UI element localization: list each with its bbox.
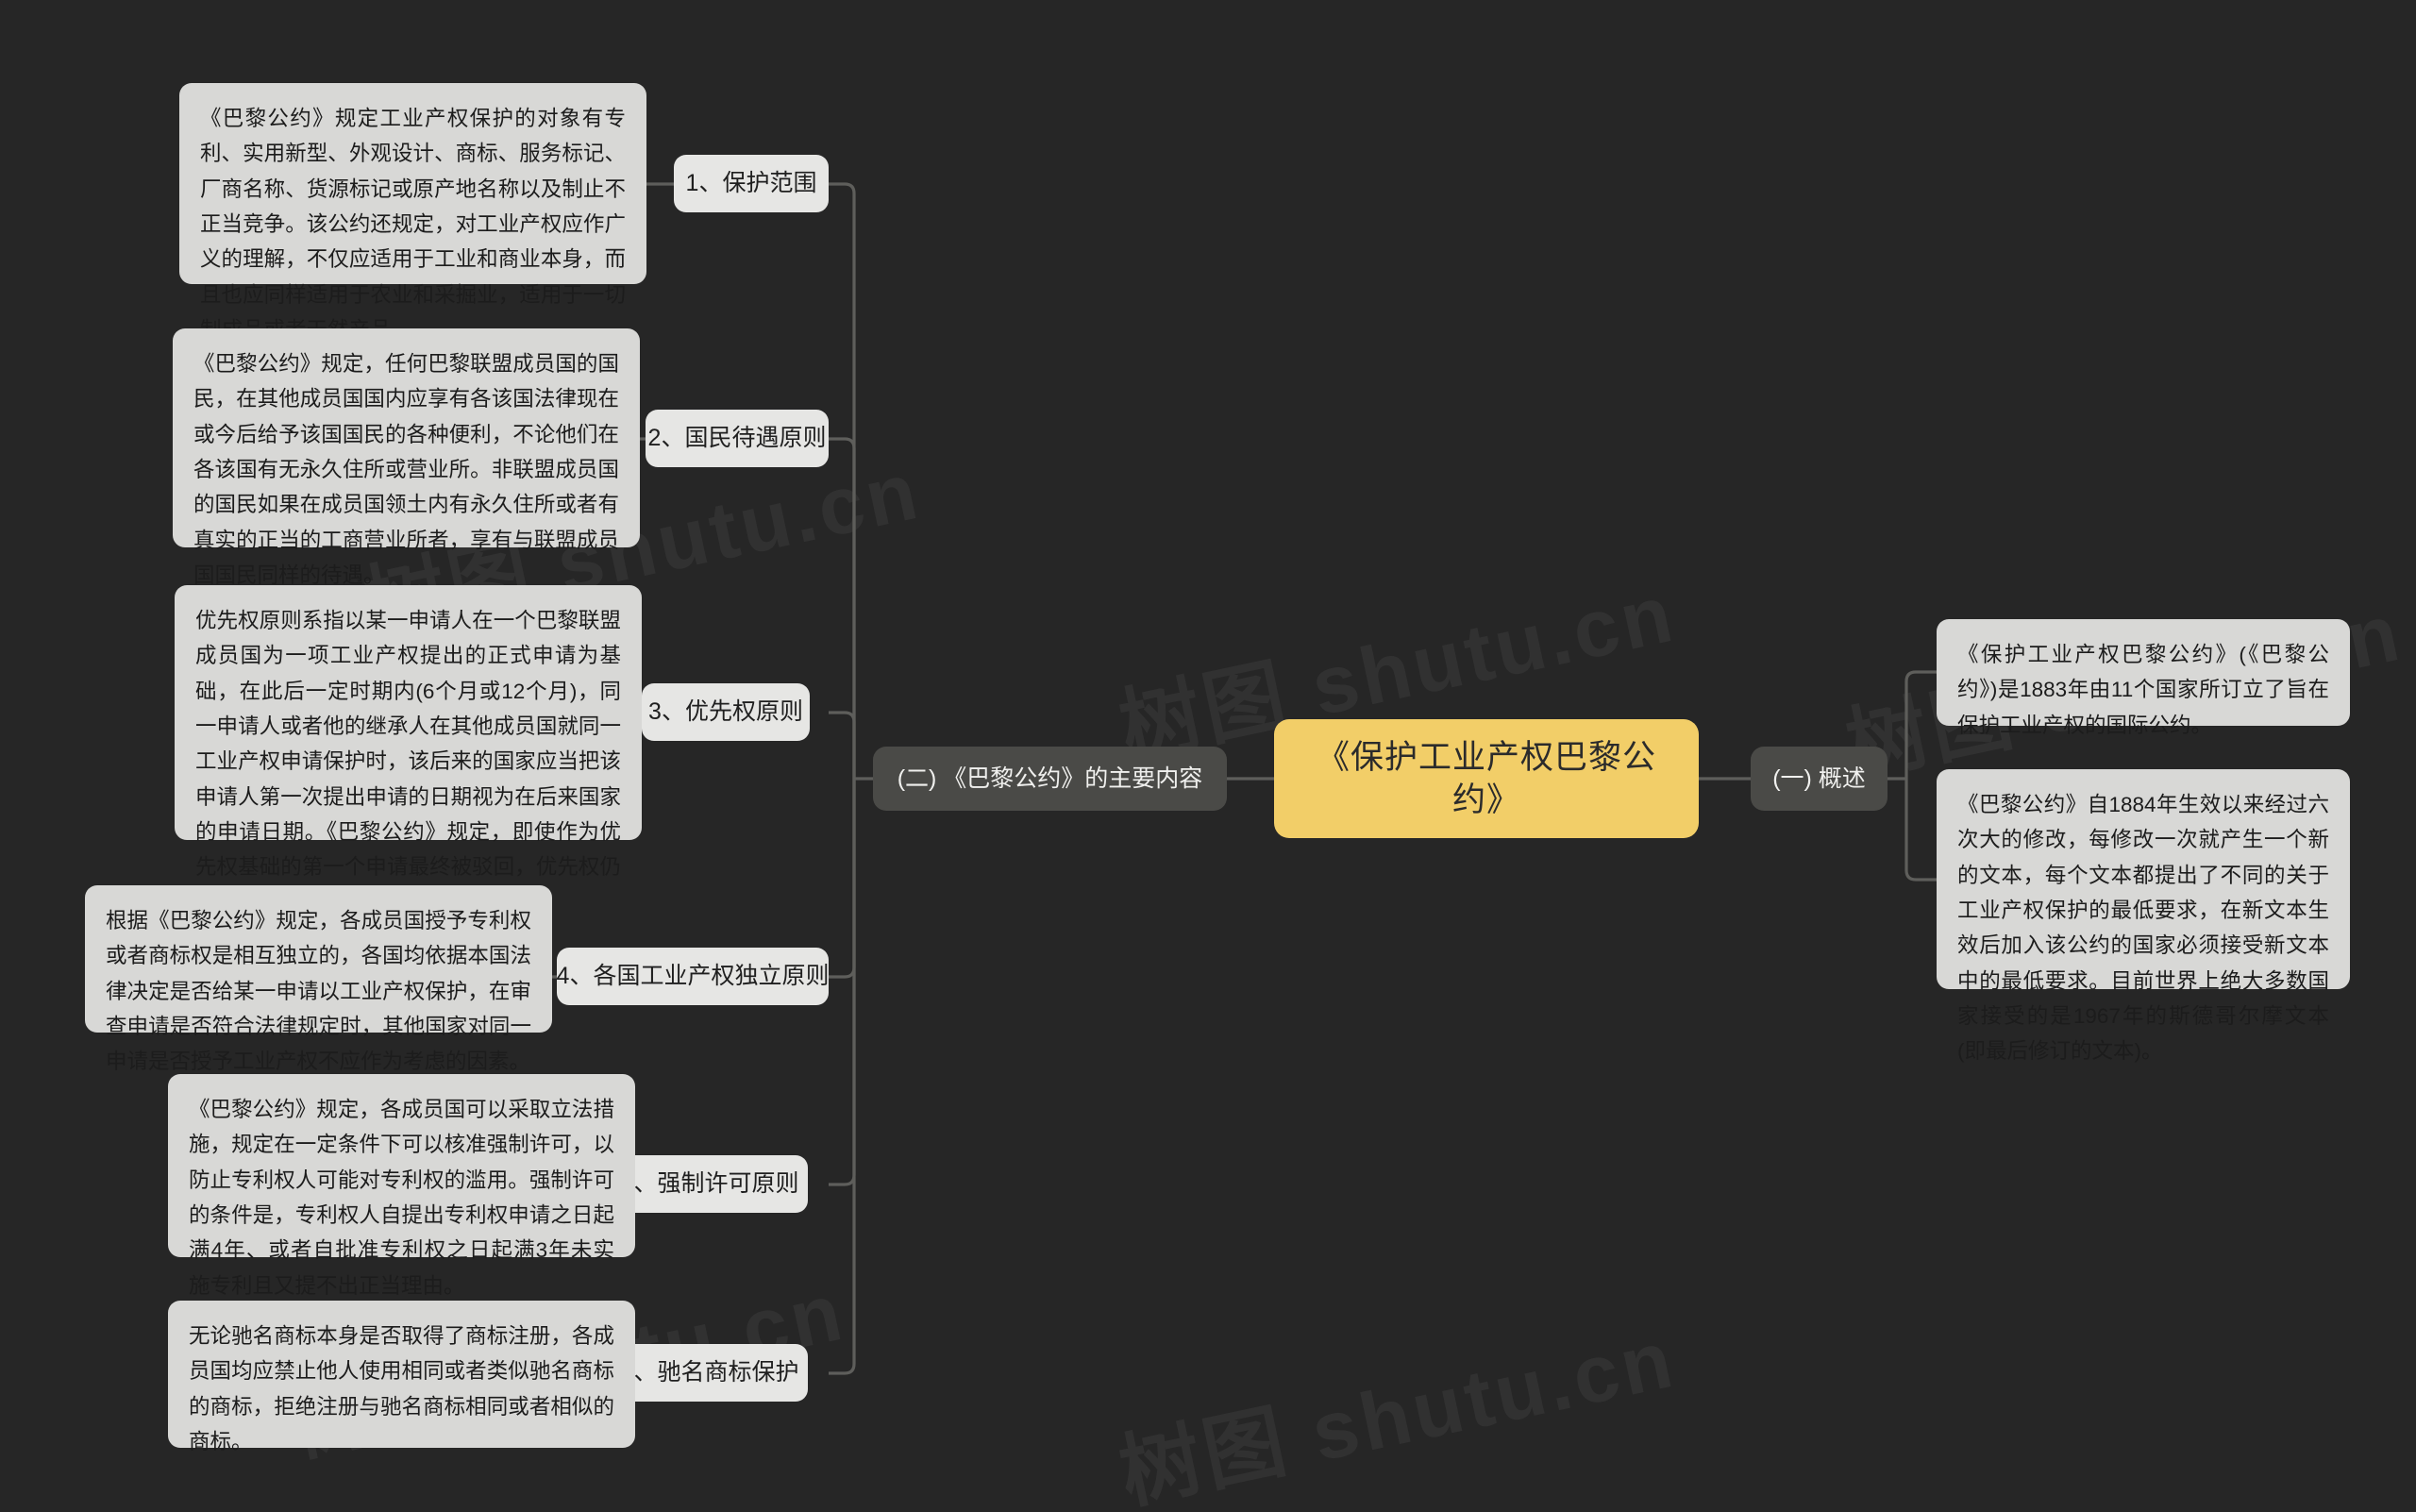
leaf-topic-2-text: 《巴黎公约》规定，任何巴黎联盟成员国的国民，在其他成员国国内应享有各该国法律现在… [193, 352, 619, 588]
topic-node-3-priority-label: 3、优先权原则 [648, 698, 803, 726]
leaf-topic-1[interactable]: 《巴黎公约》规定工业产权保护的对象有专利、实用新型、外观设计、商标、服务标记、厂… [179, 83, 646, 342]
leaf-topic-6-text: 无论驰名商标本身是否取得了商标注册，各成员国均应禁止他人使用相同或者类似驰名商标… [189, 1324, 614, 1454]
branch-node-main-content[interactable]: (二) 《巴黎公约》的主要内容 [873, 747, 1227, 811]
leaf-topic-3-text: 优先权原则系指以某一申请人在一个巴黎联盟成员国为一项工业产权提出的正式申请为基础… [195, 609, 621, 915]
topic-node-5-compulsory-license-label: 5、强制许可原则 [620, 1170, 799, 1198]
topic-node-4-independence[interactable]: 4、各国工业产权独立原则 [557, 948, 829, 1005]
topic-node-2-national-treatment-label: 2、国民待遇原则 [647, 425, 827, 452]
leaf-topic-1-text: 《巴黎公约》规定工业产权保护的对象有专利、实用新型、外观设计、商标、服务标记、厂… [200, 107, 626, 342]
leaf-topic-5-text: 《巴黎公约》规定，各成员国可以采取立法措施，规定在一定条件下可以核准强制许可，以… [189, 1098, 614, 1298]
leaf-topic-4[interactable]: 根据《巴黎公约》规定，各成员国授予专利权或者商标权是相互独立的，各国均依据本国法… [85, 885, 552, 1073]
topic-node-1-scope[interactable]: 1、保护范围 [674, 155, 829, 212]
leaf-topic-3[interactable]: 优先权原则系指以某一申请人在一个巴黎联盟成员国为一项工业产权提出的正式申请为基础… [175, 585, 642, 915]
leaf-topic-5[interactable]: 《巴黎公约》规定，各成员国可以采取立法措施，规定在一定条件下可以核准强制许可，以… [168, 1074, 635, 1298]
leaf-topic-4-text: 根据《巴黎公约》规定，各成员国授予专利权或者商标权是相互独立的，各国均依据本国法… [106, 909, 531, 1074]
branch-node-overview[interactable]: (一) 概述 [1751, 747, 1888, 811]
leaf-topic-6[interactable]: 无论驰名商标本身是否取得了商标注册，各成员国均应禁止他人使用相同或者类似驰名商标… [168, 1301, 635, 1453]
leaf-overview-2-text: 《巴黎公约》自1884年生效以来经过六次大的修改，每修改一次就产生一个新的文本，… [1957, 793, 2329, 1064]
root-node[interactable]: 《保护工业产权巴黎公约》 [1274, 719, 1699, 838]
topic-node-3-priority[interactable]: 3、优先权原则 [642, 683, 810, 741]
topic-node-2-national-treatment[interactable]: 2、国民待遇原则 [646, 410, 829, 467]
topic-node-6-wellknown-trademark[interactable]: 6、驰名商标保护 [612, 1344, 808, 1402]
topic-node-6-wellknown-trademark-label: 6、驰名商标保护 [620, 1359, 799, 1386]
leaf-overview-2[interactable]: 《巴黎公约》自1884年生效以来经过六次大的修改，每修改一次就产生一个新的文本，… [1937, 769, 2350, 1063]
leaf-overview-1-text: 《保护工业产权巴黎公约》(《巴黎公约》)是1883年由11个国家所订立了旨在保护… [1957, 643, 2329, 737]
branch-node-overview-label: (一) 概述 [1772, 764, 1866, 792]
leaf-overview-1[interactable]: 《保护工业产权巴黎公约》(《巴黎公约》)是1883年由11个国家所订立了旨在保护… [1937, 619, 2350, 737]
topic-node-5-compulsory-license[interactable]: 5、强制许可原则 [612, 1155, 808, 1213]
topic-node-1-scope-label: 1、保护范围 [685, 170, 817, 197]
branch-node-main-content-label: (二) 《巴黎公约》的主要内容 [897, 764, 1203, 792]
topic-node-4-independence-label: 4、各国工业产权独立原则 [556, 963, 830, 990]
leaf-topic-2[interactable]: 《巴黎公约》规定，任何巴黎联盟成员国的国民，在其他成员国国内应享有各该国法律现在… [173, 328, 640, 587]
watermark: 树图 shutu.cn [1112, 1313, 1684, 1512]
root-node-label: 《保护工业产权巴黎公约》 [1316, 738, 1656, 819]
